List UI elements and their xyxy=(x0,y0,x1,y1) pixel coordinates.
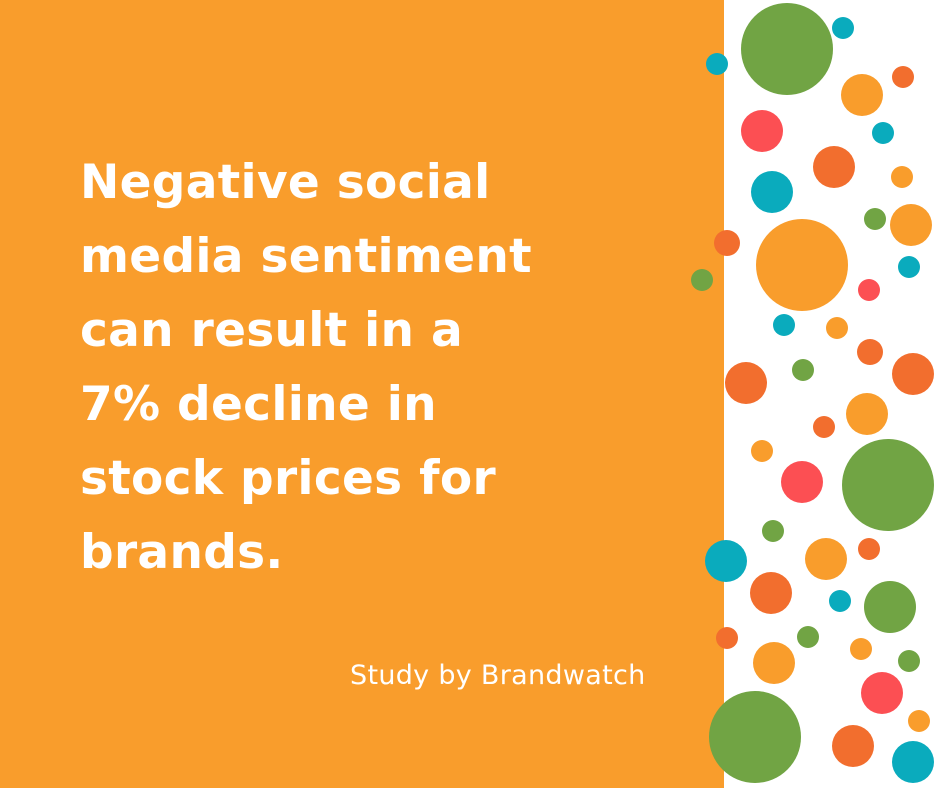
dot-orange-icon xyxy=(805,538,847,580)
dot-teal-icon xyxy=(892,741,934,783)
source-credit: Study by Brandwatch xyxy=(350,660,646,691)
dot-teal-icon xyxy=(773,314,795,336)
dot-teal-icon xyxy=(829,590,851,612)
dot-teal-icon xyxy=(872,122,894,144)
dot-orange-icon xyxy=(908,710,930,732)
dot-orange-icon xyxy=(846,393,888,435)
dot-orange-icon xyxy=(751,440,773,462)
dot-green-icon xyxy=(741,3,833,95)
dot-red-icon xyxy=(741,110,783,152)
dot-orange-icon xyxy=(826,317,848,339)
dot-green-icon xyxy=(792,359,814,381)
dot-dark-orange-icon xyxy=(813,416,835,438)
dot-red-icon xyxy=(861,672,903,714)
dot-dark-orange-icon xyxy=(750,572,792,614)
dot-dark-orange-icon xyxy=(892,353,934,395)
headline-line: can result in a xyxy=(80,303,463,358)
dot-orange-icon xyxy=(850,638,872,660)
orange-background-panel xyxy=(0,0,724,788)
dot-dark-orange-icon xyxy=(725,362,767,404)
dot-orange-icon xyxy=(891,166,913,188)
dot-green-icon xyxy=(864,208,886,230)
dot-green-icon xyxy=(842,439,934,531)
dot-red-icon xyxy=(858,279,880,301)
dot-dark-orange-icon xyxy=(813,146,855,188)
dot-orange-icon xyxy=(756,219,848,311)
headline-line: brands. xyxy=(80,525,284,580)
dot-green-icon xyxy=(864,581,916,633)
headline-line: Negative social xyxy=(80,155,491,210)
headline-line: stock prices for xyxy=(80,451,496,506)
dot-green-icon xyxy=(797,626,819,648)
dot-teal-icon xyxy=(751,171,793,213)
dot-green-icon xyxy=(762,520,784,542)
dot-teal-icon xyxy=(898,256,920,278)
dot-red-icon xyxy=(781,461,823,503)
headline-line: media sentiment xyxy=(80,229,532,284)
headline-statistic: Negative social media sentiment can resu… xyxy=(80,146,640,590)
headline-line: 7% decline in xyxy=(80,377,437,432)
dot-dark-orange-icon xyxy=(832,725,874,767)
dot-teal-icon xyxy=(832,17,854,39)
dot-dark-orange-icon xyxy=(892,66,914,88)
dot-dark-orange-icon xyxy=(857,339,883,365)
dot-orange-icon xyxy=(841,74,883,116)
dot-orange-icon xyxy=(890,204,932,246)
dot-dark-orange-icon xyxy=(858,538,880,560)
dot-orange-icon xyxy=(753,642,795,684)
dot-green-icon xyxy=(898,650,920,672)
